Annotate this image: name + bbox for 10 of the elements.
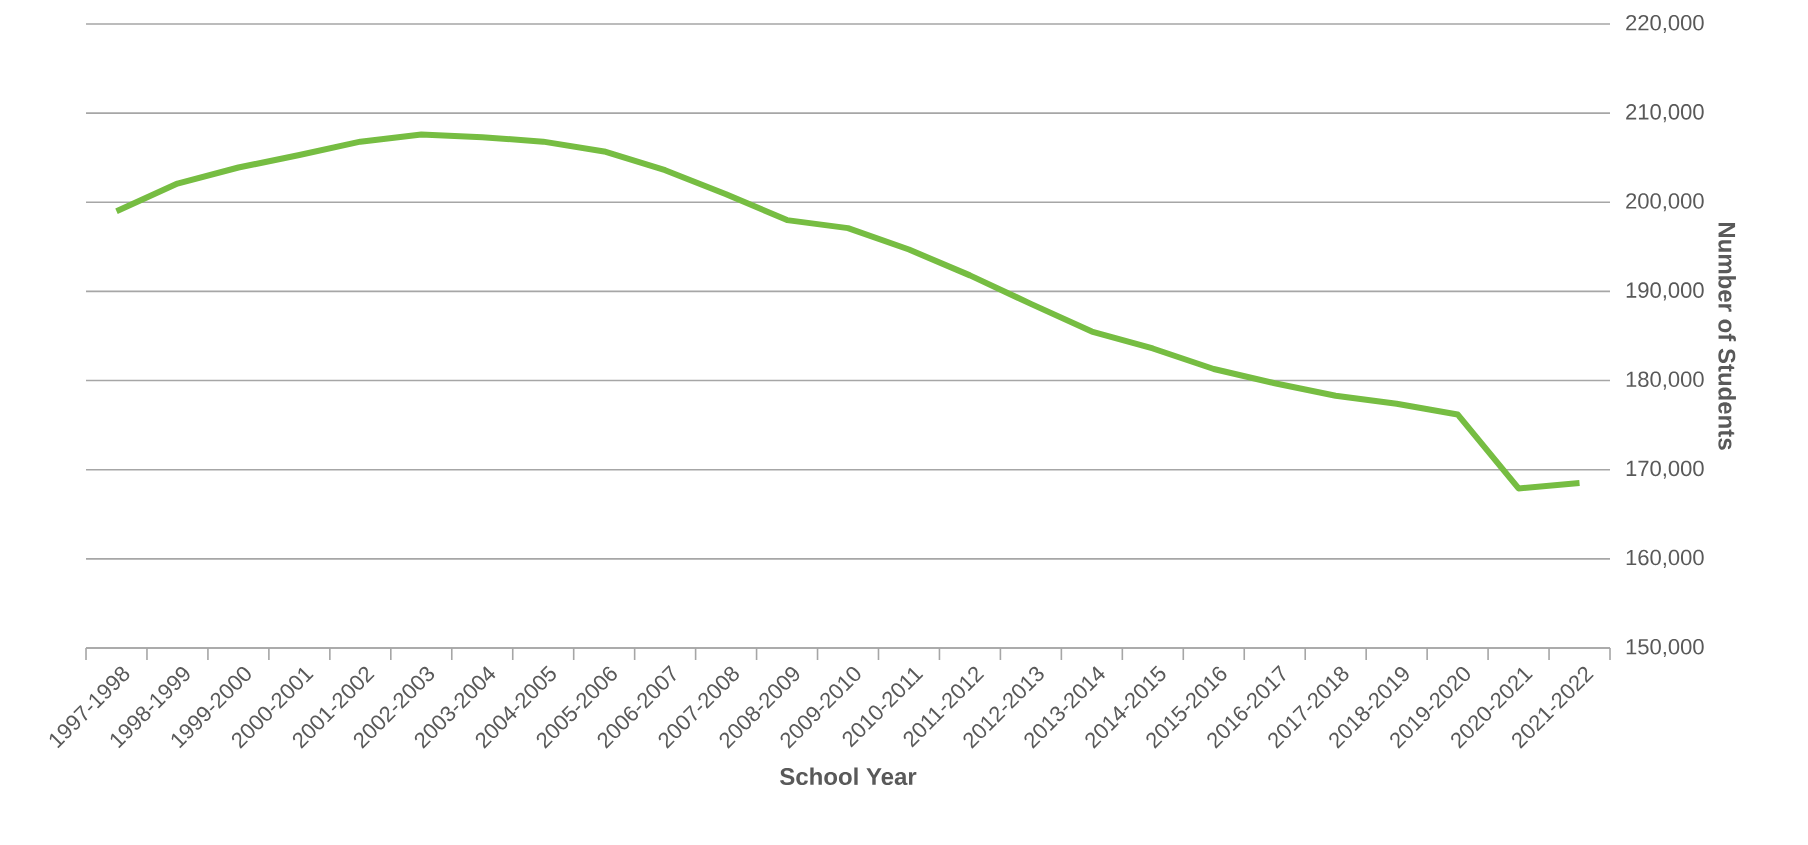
y-tick-label: 210,000 — [1626, 104, 1704, 123]
y-tick-label: 150,000 — [1626, 638, 1704, 658]
y-tick-label: 170,000 — [1626, 460, 1704, 479]
y-axis-title: Number of Students — [1718, 222, 1736, 450]
y-tick-label: 190,000 — [1626, 282, 1704, 301]
y-tick-label: 200,000 — [1626, 193, 1704, 212]
y-tick-label: 220,000 — [1626, 14, 1704, 34]
y-tick-label: 180,000 — [1626, 371, 1704, 390]
y-tick-label: 160,000 — [1626, 549, 1704, 568]
x-axis-title: School Year — [780, 767, 917, 786]
